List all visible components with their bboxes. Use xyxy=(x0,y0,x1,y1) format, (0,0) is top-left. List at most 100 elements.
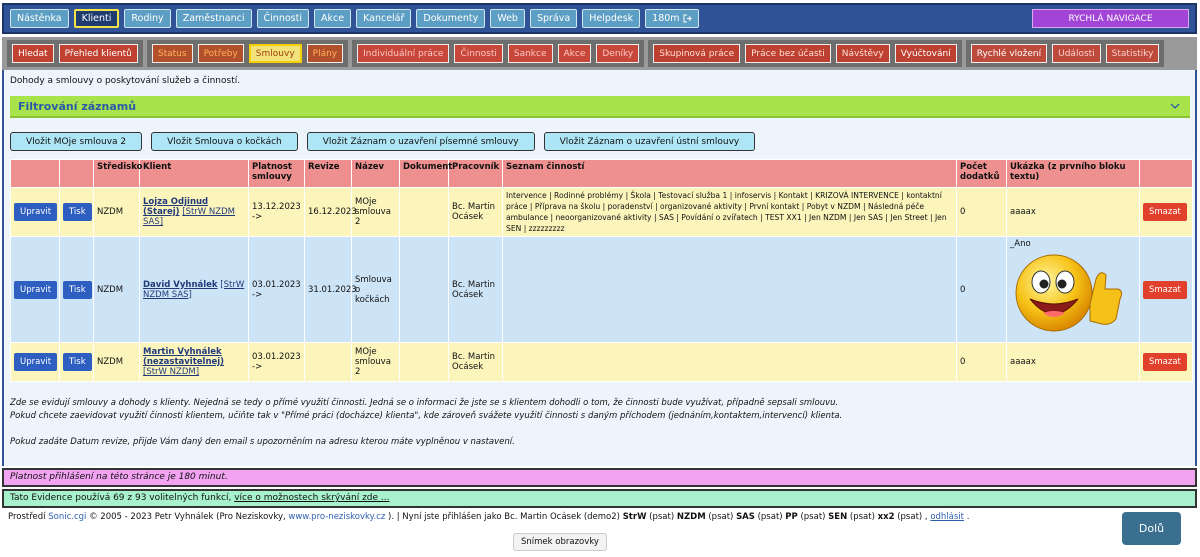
center: NZDM xyxy=(97,284,124,295)
sub-nav-button[interactable]: Smlouvy xyxy=(248,44,302,63)
nav-button[interactable]: Zaměstnanci xyxy=(175,9,252,28)
footer-part: (psat) xyxy=(708,512,734,522)
sub-nav-button[interactable]: Události xyxy=(1052,44,1101,63)
cell xyxy=(399,236,449,343)
revision: 31.01.2023 xyxy=(308,284,357,295)
delete-button[interactable]: Smazat xyxy=(1143,353,1187,371)
sub-nav-button[interactable]: Návštěvy xyxy=(835,44,890,63)
filter-bar[interactable]: Filtrování záznamů xyxy=(10,96,1190,118)
sub-nav-button[interactable]: Akce xyxy=(557,44,592,63)
client-name[interactable]: Martin Vyhnálek (nezastavitelnej) xyxy=(143,347,225,367)
client-tag[interactable]: [StrW NZDM] xyxy=(143,367,200,377)
cell: 16.12.2023 xyxy=(304,187,357,237)
sub-nav-button[interactable]: Rychlé vložení xyxy=(970,44,1048,63)
footer-part: (psat) , xyxy=(897,512,928,522)
edit-button[interactable]: Upravit xyxy=(14,353,58,371)
print-button[interactable]: Tisk xyxy=(63,203,92,221)
insert-button[interactable]: Vložit Záznam o uzavření ústní smlouvy xyxy=(543,132,756,151)
footer-part[interactable]: www.pro-neziskovky.cz xyxy=(288,512,386,522)
cell: Smazat xyxy=(1139,187,1193,237)
nav-button[interactable]: Helpdesk xyxy=(582,9,641,28)
client-name[interactable]: David Vyhnálek xyxy=(143,279,218,290)
client-name[interactable]: Lojza Odjinud (Starej) xyxy=(143,197,209,217)
features-link[interactable]: více o možnostech skrývání zde ... xyxy=(234,493,390,503)
cell: aaaax xyxy=(1006,187,1140,237)
header-cell xyxy=(59,159,94,188)
header-cell: Počet dodatků xyxy=(956,159,1007,188)
footer-part: Prostředí xyxy=(8,512,46,522)
header-row: Středisko Klient Platnost smlouvy Revize Náz… xyxy=(10,159,1193,188)
amendments: 0 xyxy=(960,357,966,367)
footer-part[interactable]: odhlásit xyxy=(930,512,965,522)
cell: NZDM xyxy=(93,236,140,343)
header-cell: Platnost smlouvy xyxy=(248,159,305,188)
sub-nav-button[interactable]: Skupinová práce xyxy=(653,44,741,63)
client-tag[interactable]: [StrW NZDM SAS] xyxy=(143,207,235,227)
print-button[interactable]: Tisk xyxy=(63,353,92,371)
chevron xyxy=(1170,103,1180,109)
note: Pokud chcete zaevidovat využití činnosti… xyxy=(10,411,843,421)
nav-button[interactable]: Nástěnka xyxy=(10,9,69,28)
insert-button[interactable]: Vložit Smlouva o kočkách xyxy=(151,132,298,151)
insert-button[interactable]: Vložit MOje smlouva 2 xyxy=(10,132,143,151)
screenshot-tooltip: Snímek obrazovky xyxy=(513,533,607,551)
contracts-table: Středisko Klient Platnost smlouvy Revize Náz… xyxy=(10,159,1193,382)
nav-button[interactable]: Dokumenty xyxy=(416,9,486,28)
cell: _Ano xyxy=(1006,236,1140,343)
name: Smlouva o kočkách xyxy=(355,274,392,305)
sub-nav-button[interactable]: Přehled klientů xyxy=(58,44,138,63)
nav-button[interactable]: Web xyxy=(490,9,525,28)
nav-button[interactable]: Akce xyxy=(313,9,352,28)
sub-nav-button[interactable]: Plány xyxy=(306,44,344,63)
footer-part[interactable]: Sonic.cgi xyxy=(48,512,87,522)
sub-nav-button[interactable]: Status xyxy=(151,44,193,63)
sub-nav-button[interactable]: Individuální práce xyxy=(357,44,450,63)
insert-button[interactable]: Vložit Záznam o uzavření písemné smlouvy xyxy=(306,132,535,151)
sub-nav-button[interactable]: Sankce xyxy=(507,44,553,63)
nav-button[interactable]: Rodiny xyxy=(124,9,171,28)
main-panel: Dohody a smlouvy o poskytování služeb a … xyxy=(2,70,1197,466)
amendments: 0 xyxy=(960,284,966,295)
nav-button[interactable]: Klienti xyxy=(73,9,120,28)
worker: Bc. Martin Ocásek xyxy=(452,279,496,300)
delete-button[interactable]: Smazat xyxy=(1143,203,1187,221)
header-cell: Revize xyxy=(304,159,352,188)
logout-icon xyxy=(683,14,692,23)
sub-nav-button[interactable]: Hledat xyxy=(12,44,54,63)
sub-nav-button[interactable]: Vyúčtování xyxy=(894,44,957,63)
down-button[interactable]: Dolů xyxy=(1122,512,1181,545)
nav-button[interactable]: 180m xyxy=(645,9,699,28)
nav-button[interactable]: Kancelář xyxy=(356,9,412,28)
sub-nav-button[interactable]: Deníky xyxy=(596,44,640,63)
validity: 13.12.2023 -> xyxy=(252,202,301,222)
cell: Lojza Odjinud (Starej) [StrW NZDM SAS] xyxy=(139,187,249,237)
insert-buttons: Vložit MOje smlouva 2 Vložit Smlouva o ko… xyxy=(10,132,756,151)
quick-nav-button[interactable]: RYCHLÁ NAVIGACE xyxy=(1032,9,1189,28)
sub-nav: Hledat Přehled klientů Status Potřeby Smlouv… xyxy=(2,37,1197,70)
delete-button[interactable]: Smazat xyxy=(1143,280,1187,299)
print-button[interactable]: Tisk xyxy=(63,280,92,299)
notes: Zde se evidují smlouvy a dohody s klient… xyxy=(10,397,842,449)
sub-nav-button[interactable]: Práce bez účasti xyxy=(745,44,831,63)
nav-button[interactable]: Činnosti xyxy=(256,9,309,28)
cell: Martin Vyhnálek (nezastavitelnej) [StrW … xyxy=(139,342,249,382)
top-nav: Nástěnka Klienti Rodiny Zaměstnanci Činnosti… xyxy=(2,3,1197,34)
edit-button[interactable]: Upravit xyxy=(14,280,58,299)
sub-nav-button[interactable]: Potřeby xyxy=(197,44,244,63)
nav-group: Hledat Přehled klientů xyxy=(7,40,143,67)
nav-button[interactable]: Správa xyxy=(529,9,578,28)
worker: Bc. Martin Ocásek xyxy=(452,202,496,222)
header-cell xyxy=(1139,159,1193,188)
sub-nav-button[interactable]: Statistiky xyxy=(1105,44,1160,63)
client-tag[interactable]: [StrW NZDM SAS] xyxy=(143,279,245,300)
description: Dohody a smlouvy o poskytování služeb a … xyxy=(10,76,241,86)
sub-nav-button[interactable]: Činnosti xyxy=(454,44,503,63)
cell: Bc. Martin Ocásek xyxy=(448,342,503,382)
edit-button[interactable]: Upravit xyxy=(14,203,58,221)
cell: NZDM xyxy=(93,187,140,237)
cell: 13.12.2023 -> xyxy=(248,187,305,237)
note: Zde se evidují smlouvy a dohody s klient… xyxy=(10,398,839,408)
login-validity: Platnost přihlášení na této stránce je 1… xyxy=(2,468,1197,487)
validity: 03.01.2023 -> xyxy=(252,279,301,300)
